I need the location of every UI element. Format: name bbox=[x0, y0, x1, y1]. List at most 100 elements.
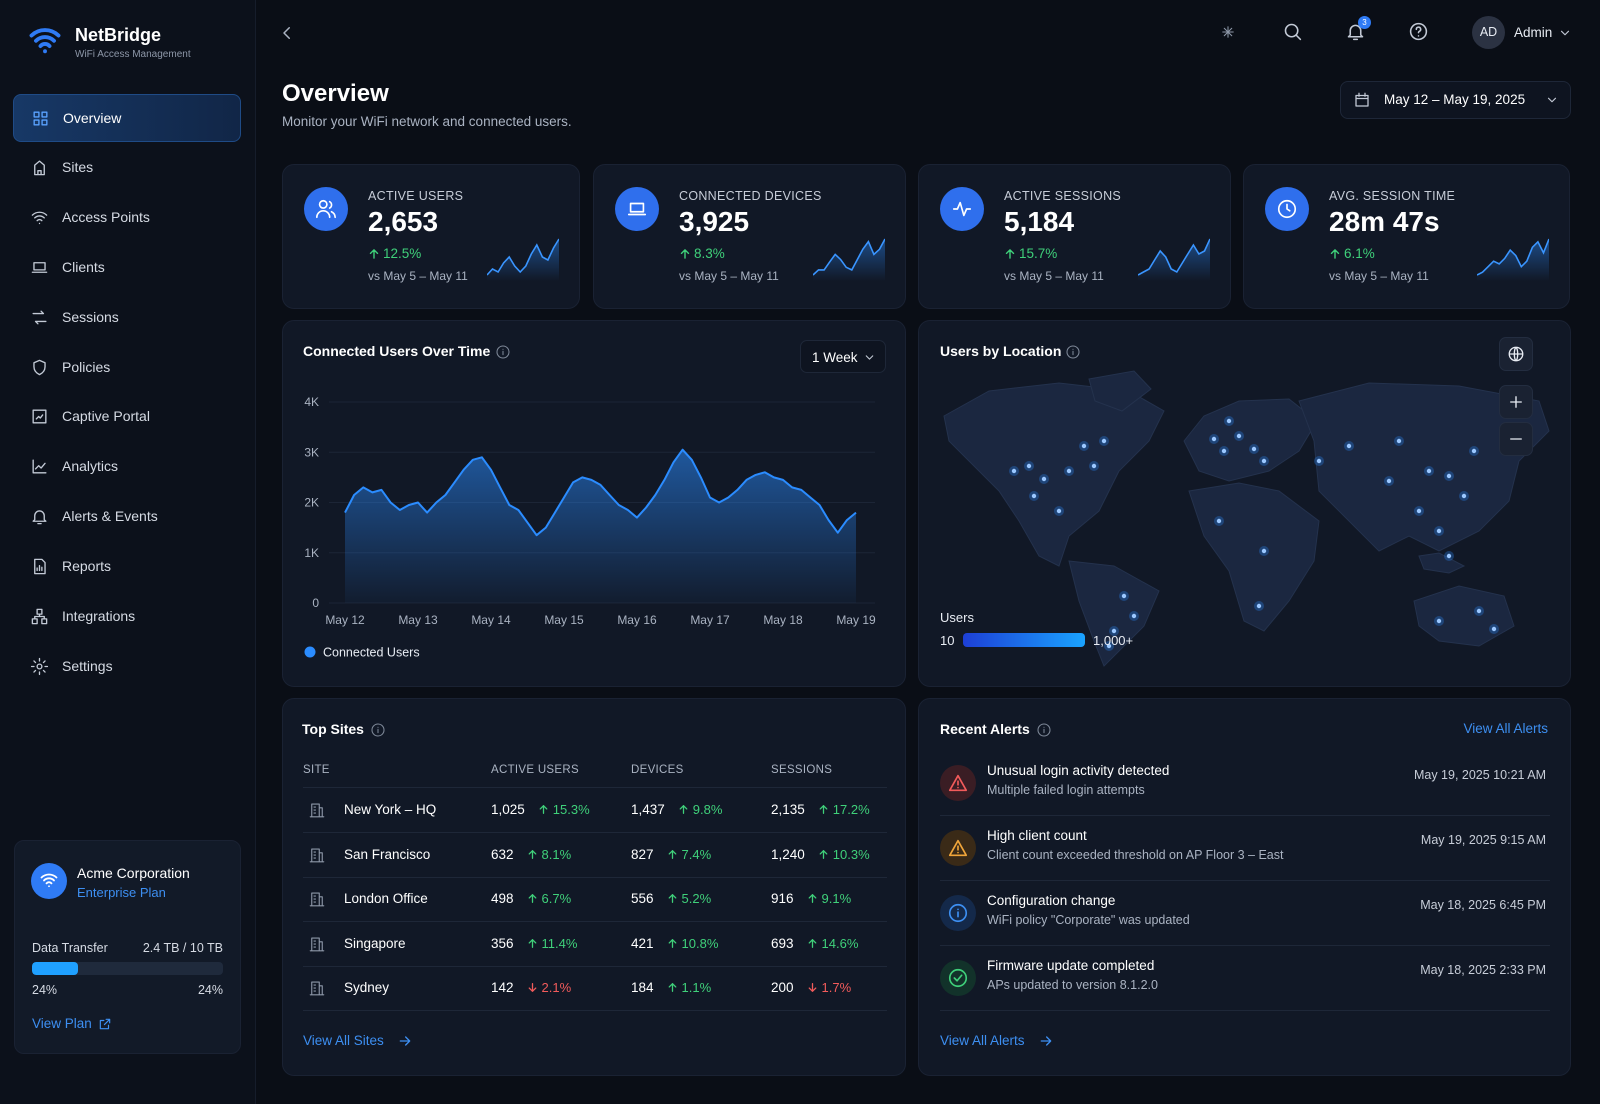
x-tick-label: May 19 bbox=[836, 613, 876, 627]
site-icon bbox=[309, 892, 325, 907]
nav-item[interactable]: Clients bbox=[13, 244, 241, 292]
date-range: May 12 – May 19, 2025 bbox=[1384, 92, 1526, 107]
kpi-icon-shape bbox=[952, 201, 972, 217]
trend-arrow-shape bbox=[528, 983, 536, 992]
view-all-alerts-link[interactable]: View All Alerts bbox=[940, 1033, 1065, 1053]
trend-arrow bbox=[808, 894, 816, 903]
info-icon-shape bbox=[496, 345, 510, 359]
legend-gradient bbox=[963, 633, 1085, 647]
kpi-card: ACTIVE SESSIONS 5,184 15.7% vs May 5 – May … bbox=[918, 164, 1231, 309]
notification-badge: 3 bbox=[1358, 16, 1371, 29]
sparkline-area bbox=[487, 239, 559, 281]
period-dropdown[interactable]: 1 Week bbox=[800, 340, 886, 373]
help-button[interactable] bbox=[1408, 21, 1429, 42]
row-divider bbox=[303, 876, 887, 878]
table-cell: 556 5.2% bbox=[631, 891, 711, 906]
row-divider bbox=[940, 880, 1550, 881]
nav-item[interactable]: Sessions bbox=[13, 294, 241, 342]
nav-icon-shape bbox=[32, 510, 47, 525]
brand-tagline: WiFi Access Management bbox=[75, 49, 191, 60]
search-button[interactable] bbox=[1282, 21, 1303, 42]
nav-item[interactable]: Settings bbox=[13, 643, 241, 691]
nav-item[interactable]: Analytics bbox=[13, 443, 241, 491]
trend-arrow bbox=[819, 805, 828, 814]
map-button[interactable] bbox=[1499, 337, 1533, 371]
view-all-sites-link[interactable]: View All Sites bbox=[303, 1033, 423, 1053]
site-name: San Francisco bbox=[344, 846, 431, 862]
legend-swatch bbox=[304, 646, 316, 658]
kpi-value: 28m 47s bbox=[1329, 206, 1440, 237]
user-menu[interactable]: AD Admin bbox=[1472, 16, 1572, 50]
cell-change: 10.8% bbox=[681, 935, 719, 951]
kpi-label: AVG. SESSION TIME bbox=[1329, 189, 1456, 203]
nav-icon bbox=[32, 310, 47, 325]
world-map bbox=[943, 370, 1550, 667]
sparkline-area bbox=[1138, 239, 1210, 281]
y-tick-label: 2K bbox=[304, 496, 319, 510]
x-tick-label: May 15 bbox=[544, 613, 584, 627]
view-all-alerts-link[interactable]: View All Alerts bbox=[1463, 721, 1548, 736]
date-range-picker[interactable]: May 12 – May 19, 2025 bbox=[1340, 81, 1571, 119]
sidebar: NetBridge WiFi Access Management Overview S… bbox=[0, 0, 256, 1104]
nav-item[interactable]: Sites bbox=[13, 144, 241, 192]
sparkline bbox=[1477, 238, 1549, 281]
cell-value: 184 bbox=[631, 980, 654, 995]
nav-icon-shape bbox=[32, 409, 47, 424]
location-dot bbox=[1416, 508, 1422, 514]
info-icon[interactable] bbox=[1036, 722, 1052, 738]
cell-value: 2,135 bbox=[771, 802, 805, 817]
location-dot bbox=[1471, 448, 1477, 454]
kpi-trend-arrow-shape bbox=[1005, 249, 1015, 259]
kpi-comparison: vs May 5 – May 11 bbox=[368, 269, 468, 283]
nav-item[interactable]: Integrations bbox=[13, 593, 241, 641]
map-button-icon bbox=[1510, 396, 1522, 408]
sparkle-button[interactable] bbox=[1219, 23, 1237, 41]
location-dot bbox=[1386, 478, 1392, 484]
kpi-icon-shape bbox=[316, 199, 336, 219]
cell-change: 9.1% bbox=[821, 891, 852, 906]
info-icon[interactable] bbox=[370, 722, 386, 738]
map-button[interactable] bbox=[1499, 385, 1533, 419]
chart-title: Connected Users Over Time bbox=[303, 343, 491, 359]
sparkle-button-shape bbox=[1222, 26, 1234, 38]
row-divider bbox=[303, 921, 887, 922]
row-divider bbox=[303, 832, 887, 833]
area bbox=[345, 449, 856, 603]
site-icon-shape bbox=[309, 847, 325, 862]
nav-item[interactable]: Overview bbox=[13, 94, 241, 142]
back-button[interactable] bbox=[278, 24, 296, 42]
location-dot bbox=[1131, 613, 1137, 619]
nav-item[interactable]: Access Points bbox=[13, 194, 241, 242]
nav-label: Overview bbox=[63, 110, 122, 126]
nav-label: Sites bbox=[62, 158, 94, 175]
nav-item[interactable]: Reports bbox=[13, 543, 241, 591]
info-icon[interactable] bbox=[495, 344, 511, 360]
nav-icon bbox=[30, 657, 49, 675]
nav-item[interactable]: Policies bbox=[13, 344, 241, 392]
table-cell: 498 6.7% bbox=[491, 891, 571, 906]
table-cell: 632 8.1% bbox=[491, 847, 571, 862]
nav-item[interactable]: Captive Portal bbox=[13, 393, 241, 441]
nav-label: Reports bbox=[62, 558, 112, 575]
nav-icon-shape bbox=[31, 261, 48, 273]
column-header: ACTIVE USERS bbox=[491, 764, 579, 776]
trend-arrow bbox=[528, 938, 536, 948]
site-icon bbox=[309, 936, 325, 951]
location-dot bbox=[1256, 603, 1262, 609]
land bbox=[1068, 560, 1160, 667]
nav-icon-shape bbox=[34, 558, 46, 575]
column-header: SESSIONS bbox=[771, 764, 833, 776]
arrow-icon-shape bbox=[1040, 1036, 1052, 1046]
info-icon[interactable] bbox=[1065, 344, 1081, 360]
location-dot bbox=[1261, 548, 1267, 554]
location-dot bbox=[1056, 508, 1062, 514]
map-button[interactable] bbox=[1499, 422, 1533, 456]
table-cell: 184 1.1% bbox=[631, 980, 711, 995]
cell-change: 8.1% bbox=[541, 846, 572, 862]
view-plan-link[interactable]: View Plan bbox=[32, 1016, 132, 1036]
location-dot bbox=[1261, 458, 1267, 464]
nav-item[interactable]: Alerts & Events bbox=[13, 493, 241, 541]
alert-time: May 19, 2025 10:21 AM bbox=[1413, 768, 1546, 782]
date-chevron bbox=[1547, 97, 1557, 103]
kpi-comparison: vs May 5 – May 11 bbox=[1004, 269, 1104, 283]
